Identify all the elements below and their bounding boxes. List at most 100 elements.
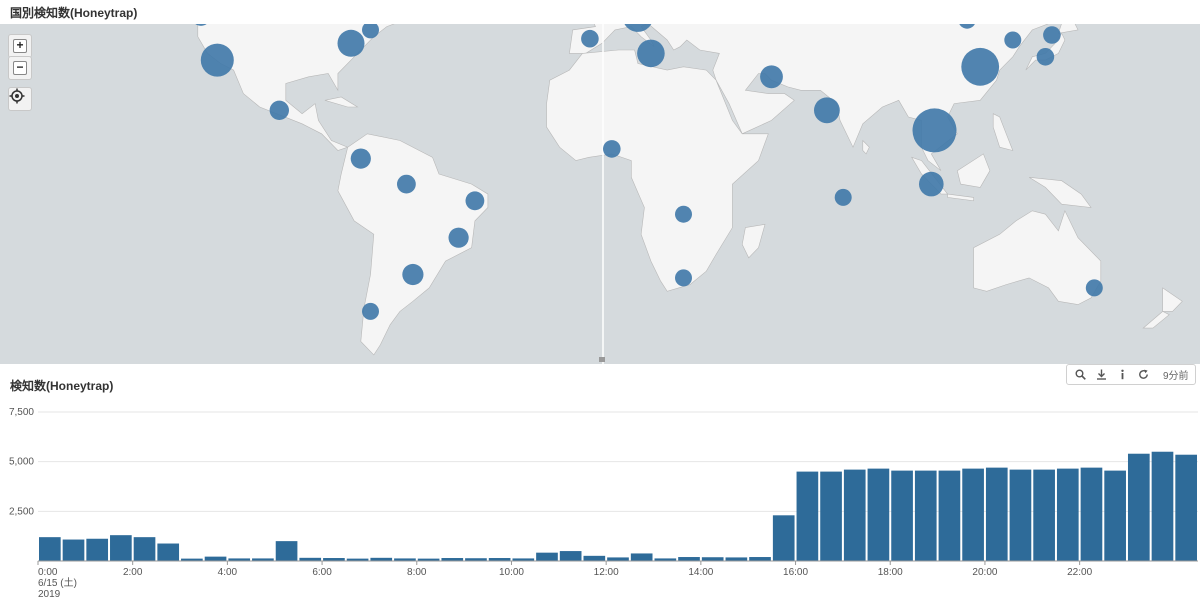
- bar[interactable]: [252, 558, 274, 561]
- bar[interactable]: [275, 541, 298, 561]
- bar[interactable]: [370, 557, 393, 561]
- country-bubble[interactable]: [581, 29, 599, 48]
- bar[interactable]: [133, 537, 156, 561]
- x-tick-label: 2:00: [123, 567, 143, 578]
- country-bubble[interactable]: [623, 24, 654, 32]
- bar[interactable]: [488, 558, 511, 561]
- bar[interactable]: [938, 470, 961, 561]
- zoom-out-button[interactable]: −: [8, 56, 32, 80]
- country-bubble[interactable]: [448, 227, 469, 248]
- bar[interactable]: [914, 470, 937, 561]
- bar[interactable]: [985, 467, 1008, 561]
- country-bubble[interactable]: [192, 24, 211, 26]
- bar[interactable]: [749, 557, 771, 561]
- country-bubble[interactable]: [269, 100, 289, 121]
- country-bubble[interactable]: [1036, 48, 1055, 66]
- country-bubble[interactable]: [961, 47, 1000, 86]
- country-bubble[interactable]: [675, 269, 692, 287]
- country-bubble[interactable]: [337, 29, 365, 57]
- bar[interactable]: [441, 558, 464, 561]
- country-bubble[interactable]: [637, 39, 665, 68]
- bar[interactable]: [559, 551, 582, 561]
- bar[interactable]: [891, 470, 913, 561]
- bar[interactable]: [725, 557, 748, 561]
- bar[interactable]: [417, 558, 440, 561]
- bar[interactable]: [204, 556, 227, 561]
- bar[interactable]: [465, 558, 487, 561]
- country-bubble[interactable]: [919, 171, 944, 197]
- country-bubble[interactable]: [603, 140, 621, 158]
- bar[interactable]: [701, 557, 724, 561]
- landmass: [862, 139, 870, 155]
- country-bubble[interactable]: [397, 174, 416, 194]
- bar[interactable]: [796, 471, 819, 561]
- bar[interactable]: [62, 539, 85, 561]
- download-icon[interactable]: [1094, 368, 1108, 382]
- map-canvas[interactable]: [0, 24, 1200, 364]
- bar[interactable]: [1056, 468, 1079, 561]
- info-icon[interactable]: [1115, 368, 1129, 382]
- bar[interactable]: [843, 469, 866, 561]
- bar[interactable]: [654, 558, 677, 561]
- refresh-icon[interactable]: [1136, 368, 1150, 382]
- bar[interactable]: [346, 558, 369, 561]
- landmass: [324, 96, 359, 108]
- country-bubble[interactable]: [1043, 26, 1061, 44]
- bar[interactable]: [299, 557, 322, 561]
- bar[interactable]: [110, 535, 132, 561]
- landmass: [546, 49, 769, 292]
- bar[interactable]: [536, 552, 558, 561]
- country-bubble[interactable]: [200, 43, 234, 77]
- country-bubble[interactable]: [760, 65, 783, 89]
- bar[interactable]: [1127, 453, 1150, 561]
- bar[interactable]: [583, 555, 606, 561]
- world-map[interactable]: + −: [0, 24, 1200, 364]
- country-bubble[interactable]: [834, 188, 852, 206]
- landmass: [1057, 24, 1079, 34]
- bar[interactable]: [157, 543, 180, 561]
- country-bubble[interactable]: [958, 24, 976, 29]
- date-label: 6/15 (土): [38, 576, 77, 589]
- bar[interactable]: [630, 553, 653, 561]
- bar[interactable]: [772, 515, 795, 561]
- country-bubble[interactable]: [814, 97, 840, 124]
- country-bubble[interactable]: [362, 24, 379, 39]
- bar[interactable]: [323, 558, 345, 561]
- bar[interactable]: [86, 538, 109, 561]
- crosshair-icon: [9, 88, 25, 104]
- x-tick-label: 12:00: [594, 567, 619, 578]
- bar[interactable]: [1009, 469, 1032, 561]
- bar[interactable]: [607, 557, 629, 561]
- bar[interactable]: [394, 558, 416, 561]
- resize-handle[interactable]: [599, 357, 605, 362]
- bar[interactable]: [181, 558, 203, 561]
- bar[interactable]: [1175, 454, 1197, 561]
- bar[interactable]: [820, 471, 842, 561]
- bar[interactable]: [1151, 451, 1174, 561]
- country-bubble[interactable]: [350, 148, 371, 169]
- bar[interactable]: [512, 558, 535, 561]
- zoom-in-button[interactable]: +: [8, 34, 32, 58]
- y-tick-label: 7,500: [9, 407, 34, 418]
- y-tick-label: 2,500: [9, 506, 34, 517]
- bar[interactable]: [39, 537, 61, 561]
- bar[interactable]: [678, 557, 700, 561]
- bar[interactable]: [1104, 470, 1126, 561]
- country-bubble[interactable]: [362, 302, 379, 320]
- bar[interactable]: [228, 558, 251, 561]
- bar[interactable]: [962, 468, 984, 561]
- country-bubble[interactable]: [1085, 279, 1103, 297]
- bar[interactable]: [867, 468, 890, 561]
- landmass: [947, 193, 974, 202]
- bar[interactable]: [1033, 469, 1055, 561]
- country-bubble[interactable]: [912, 108, 957, 153]
- country-bubble[interactable]: [402, 263, 424, 286]
- country-bubble[interactable]: [675, 205, 692, 223]
- bar[interactable]: [1080, 467, 1103, 561]
- country-bubble[interactable]: [1004, 31, 1022, 49]
- x-tick-label: 14:00: [688, 567, 713, 578]
- locate-button[interactable]: [8, 87, 32, 111]
- last-updated-label: 9分前: [1163, 371, 1189, 382]
- country-bubble[interactable]: [465, 191, 485, 211]
- magnifier-icon[interactable]: [1073, 368, 1087, 382]
